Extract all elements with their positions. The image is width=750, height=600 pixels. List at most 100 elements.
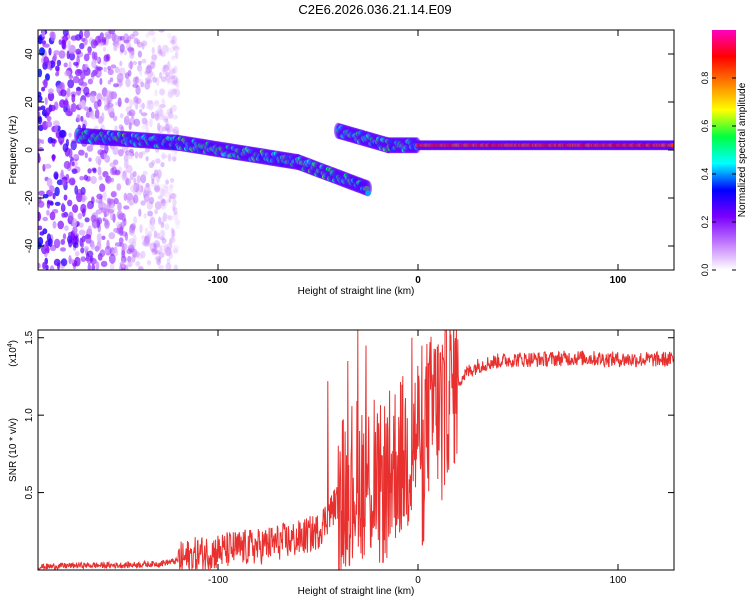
heatmap-cell <box>153 240 161 249</box>
heatmap-cell <box>139 224 143 234</box>
heatmap-cell <box>76 114 81 123</box>
heatmap-cell <box>95 198 102 204</box>
heatmap-cell <box>152 36 156 43</box>
heatmap-cell <box>80 247 85 254</box>
heatmap-cell <box>141 150 147 155</box>
heatmap-cell <box>164 201 168 208</box>
heatmap-cell <box>72 226 78 235</box>
heatmap-cell <box>154 185 161 193</box>
heatmap-cell <box>70 103 75 110</box>
heatmap-cell <box>141 124 148 130</box>
heatmap-cell <box>87 225 92 236</box>
spectrogram-heatmap <box>38 30 674 270</box>
heatmap-cell <box>64 225 69 232</box>
heatmap-cell <box>110 92 117 99</box>
heatmap-cell <box>60 89 67 97</box>
heatmap-cell <box>107 102 114 108</box>
heatmap-cell <box>124 158 129 167</box>
heatmap-cell <box>38 106 42 111</box>
heatmap-cell <box>125 78 131 88</box>
spectrogram-panel: -100 0 100 -40 -20 0 20 40 Height of straight l… <box>8 29 675 297</box>
heatmap-cell <box>143 193 150 203</box>
heatmap-cell <box>78 229 86 236</box>
heatmap-cell <box>136 175 141 184</box>
heatmap-cell <box>45 264 49 270</box>
heatmap-cell <box>84 217 90 223</box>
heatmap-cell <box>141 102 145 110</box>
heatmap-cell <box>61 212 66 218</box>
heatmap-cell <box>133 194 139 204</box>
heatmap-cell <box>160 51 166 57</box>
heatmap-cell <box>166 199 170 204</box>
heatmap-cell <box>80 203 87 214</box>
heatmap-cell <box>160 230 165 238</box>
heatmap-cell <box>41 139 44 144</box>
heatmap-cell <box>58 39 62 45</box>
heatmap-cell <box>146 79 153 84</box>
heatmap-cell <box>87 263 91 270</box>
heatmap-cell <box>157 122 161 131</box>
heatmap-cell <box>124 264 129 270</box>
spectrogram-axes: -100 0 100 -40 -20 0 20 40 <box>24 30 674 286</box>
spectrogram-xtick-label: 100 <box>610 275 627 286</box>
heatmap-cell <box>68 177 76 186</box>
heatmap-cell <box>70 140 77 151</box>
heatmap-cell <box>38 153 41 163</box>
heatmap-cell <box>97 99 102 107</box>
heatmap-cell <box>98 175 103 181</box>
heatmap-cell <box>121 243 128 251</box>
heatmap-cell <box>141 40 148 47</box>
heatmap-cell <box>155 158 161 164</box>
heatmap-cell <box>83 106 89 111</box>
heatmap-cell <box>71 161 75 167</box>
heatmap-cell <box>53 171 59 180</box>
heatmap-cell <box>114 66 120 74</box>
heatmap-cell <box>150 181 156 188</box>
heatmap-cell <box>139 108 143 114</box>
heatmap-cell <box>63 160 71 170</box>
heatmap-cell <box>136 41 143 48</box>
heatmap-cell <box>53 238 61 249</box>
heatmap-cell <box>171 104 177 112</box>
heatmap-cell <box>146 260 152 266</box>
heatmap-cell <box>159 202 165 209</box>
heatmap-cell <box>102 46 107 52</box>
heatmap-cell <box>172 45 180 52</box>
heatmap-cell <box>172 68 176 74</box>
heatmap-cell <box>164 112 171 119</box>
heatmap-cell <box>123 205 130 210</box>
heatmap-cell <box>125 178 132 186</box>
heatmap-cell <box>143 240 151 247</box>
heatmap-cell <box>104 218 109 226</box>
heatmap-cell <box>160 76 167 83</box>
heatmap-cell <box>88 106 92 112</box>
heatmap-cell <box>133 251 140 258</box>
heatmap-cell <box>141 235 145 240</box>
heatmap-cell <box>166 80 173 86</box>
colorbar: 0.0 0.2 0.4 0.6 0.8 Normalized spectral ampl… <box>700 30 748 276</box>
heatmap-cell <box>129 34 135 40</box>
heatmap-cell <box>149 72 155 80</box>
heatmap-cell <box>149 118 153 128</box>
heatmap-cell <box>172 114 178 120</box>
heatmap-cell <box>64 98 69 108</box>
heatmap-cell <box>74 256 81 267</box>
heatmap-cell <box>128 61 134 69</box>
heatmap-cell <box>142 239 148 247</box>
heatmap-cell <box>166 242 173 251</box>
heatmap-cell <box>154 113 160 121</box>
heatmap-cell <box>144 148 150 153</box>
heatmap-cell <box>166 258 171 265</box>
heatmap-cell <box>161 154 168 159</box>
heatmap-cell <box>52 221 57 229</box>
heatmap-cell <box>62 233 67 240</box>
heatmap-cell <box>153 182 160 190</box>
heatmap-cell <box>73 242 79 249</box>
heatmap-cell <box>147 70 153 78</box>
heatmap-cell <box>168 251 173 260</box>
heatmap-cell <box>42 216 48 222</box>
heatmap-cell <box>172 245 178 254</box>
heatmap-cell <box>77 212 83 220</box>
heatmap-cell <box>163 183 168 189</box>
snr-multiplier: (x104) <box>7 340 19 367</box>
